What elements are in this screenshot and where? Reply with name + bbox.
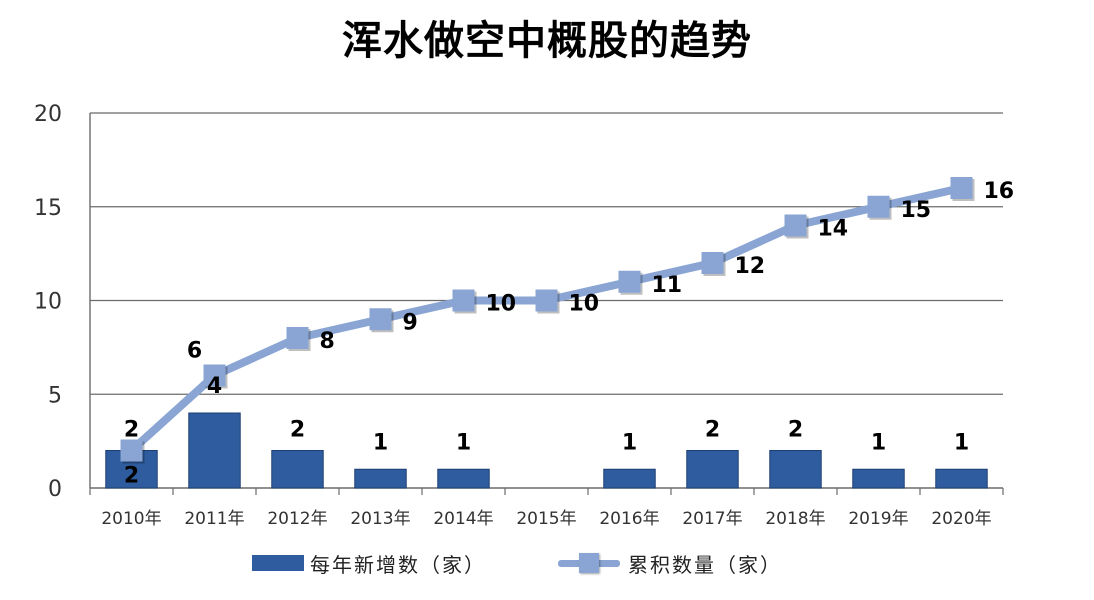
y-tick-label: 5: [48, 383, 62, 408]
bar-data-label: 2: [124, 418, 139, 443]
legend-line-swatch: [558, 553, 620, 573]
bar-data-label: 1: [954, 430, 969, 455]
line-data-label: 6: [187, 339, 202, 364]
x-tick-label: 2020年: [931, 509, 991, 529]
bar-data-label: 1: [871, 430, 886, 455]
bar: [686, 450, 739, 489]
line-marker: [618, 270, 641, 293]
line-data-label: 14: [818, 217, 849, 242]
line-marker: [701, 252, 724, 274]
x-tick-label: 2018年: [765, 509, 825, 529]
line-marker: [535, 289, 558, 312]
bar: [188, 412, 241, 489]
bar: [271, 450, 324, 489]
x-tick-label: 2019年: [848, 509, 908, 529]
chart-title: 浑水做空中概股的趋势: [342, 18, 752, 64]
line-data-label: 8: [320, 329, 335, 354]
bar: [852, 468, 905, 489]
line-marker: [369, 308, 392, 331]
bar-data-label: 1: [373, 430, 388, 455]
bar-layer: [105, 412, 988, 489]
line-data-label: 11: [652, 273, 683, 298]
line-data-label: 16: [984, 179, 1015, 204]
line-marker: [120, 439, 143, 462]
bar-data-label: 1: [622, 430, 637, 455]
line-marker: [867, 195, 890, 218]
bar: [603, 468, 656, 489]
line-marker: [203, 364, 226, 387]
bar: [354, 468, 407, 489]
y-tick-label: 15: [34, 196, 62, 221]
x-tick-label: 2016年: [599, 509, 659, 529]
legend-bar-label: 每年新增数（家）: [310, 552, 486, 577]
x-tick-label: 2015年: [516, 509, 576, 529]
y-tick-label: 10: [34, 290, 62, 315]
line-marker: [286, 327, 309, 349]
legend-item-line: 累积数量（家）: [558, 548, 782, 578]
y-tick-label: 20: [34, 102, 62, 127]
bar: [437, 468, 490, 489]
x-tick-label: 2017年: [682, 509, 742, 529]
line-data-label: 12: [735, 254, 766, 279]
legend-bar-swatch: [252, 555, 304, 571]
line-marker: [452, 289, 475, 312]
x-tick-label: 2011年: [184, 509, 244, 529]
bar-data-label: 1: [456, 430, 471, 455]
x-tick-label: 2012年: [267, 509, 327, 529]
line-data-label: 10: [486, 292, 517, 317]
x-tick-label: 2014年: [433, 509, 493, 529]
x-tick-label: 2013年: [350, 509, 410, 529]
line-marker: [950, 177, 973, 199]
bar-data-label: 4: [207, 374, 222, 399]
grid-layer: [90, 112, 1003, 395]
line-data-label: 9: [403, 310, 418, 335]
line-data-label: 10: [569, 292, 600, 317]
line-data-label: 15: [901, 198, 932, 223]
line-marker: [784, 214, 807, 237]
axis-layer: 0 5 10 15 20 2010年 2011年 2012年 2013年 2014年 2015年 20…: [34, 102, 1004, 529]
bar-data-label: 2: [788, 418, 803, 443]
bar: [769, 450, 822, 489]
legend-line-label: 累积数量（家）: [628, 552, 782, 577]
line-layer: [120, 177, 975, 464]
bar-data-label: 2: [705, 418, 720, 443]
legend-item-bar: 每年新增数（家）: [252, 548, 486, 578]
y-tick-label: 0: [48, 477, 62, 502]
line-data-label: 2: [124, 464, 139, 489]
x-tick-label: 2010年: [101, 509, 161, 529]
bar: [935, 468, 988, 489]
bar-data-label: 2: [290, 418, 305, 443]
